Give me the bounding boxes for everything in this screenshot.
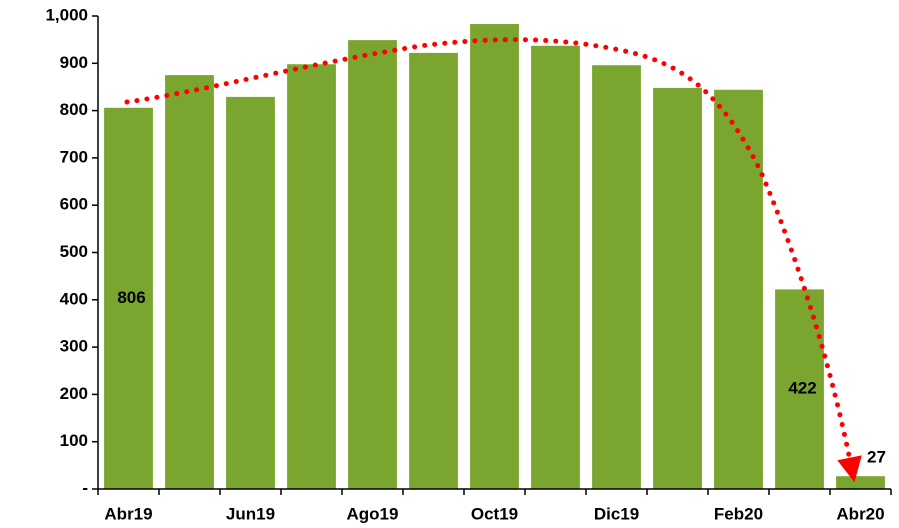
bar [348, 40, 397, 490]
bar [653, 87, 702, 490]
y-tick-label: 700 [60, 147, 88, 166]
bar [287, 64, 336, 489]
bars [104, 24, 885, 490]
x-tick-label: Abr20 [836, 504, 884, 523]
bar [409, 52, 458, 489]
y-tick-label: 900 [60, 53, 88, 72]
x-tick-label: Ago19 [347, 504, 399, 523]
value-label: 806 [117, 288, 145, 307]
x-tick-label: Feb20 [714, 504, 763, 523]
bar [226, 96, 275, 490]
y-tick-label: 800 [60, 100, 88, 119]
x-tick-label: Jun19 [226, 504, 275, 523]
x-tick-label: Oct19 [471, 504, 518, 523]
value-label: 422 [788, 379, 816, 398]
bar [775, 289, 824, 489]
bar [165, 75, 214, 489]
bar [714, 89, 763, 490]
bar [531, 45, 580, 489]
value-label: 27 [867, 448, 886, 467]
trend-arrow [124, 37, 862, 483]
bar [470, 24, 519, 489]
y-tick-label: 1,000 [45, 5, 88, 24]
x-tick-label: Dic19 [594, 504, 639, 523]
bar [592, 65, 641, 489]
bar [836, 476, 885, 489]
y-tick-label: 100 [60, 431, 88, 450]
y-tick-label: 400 [60, 289, 88, 308]
y-tick-label: 200 [60, 384, 88, 403]
x-tick-label: Abr19 [104, 504, 152, 523]
y-tick-label: 300 [60, 337, 88, 356]
y-tick-label: 600 [60, 195, 88, 214]
bar [104, 107, 153, 490]
y-tick-label: 500 [60, 242, 88, 261]
y-tick-label: - [82, 478, 88, 497]
